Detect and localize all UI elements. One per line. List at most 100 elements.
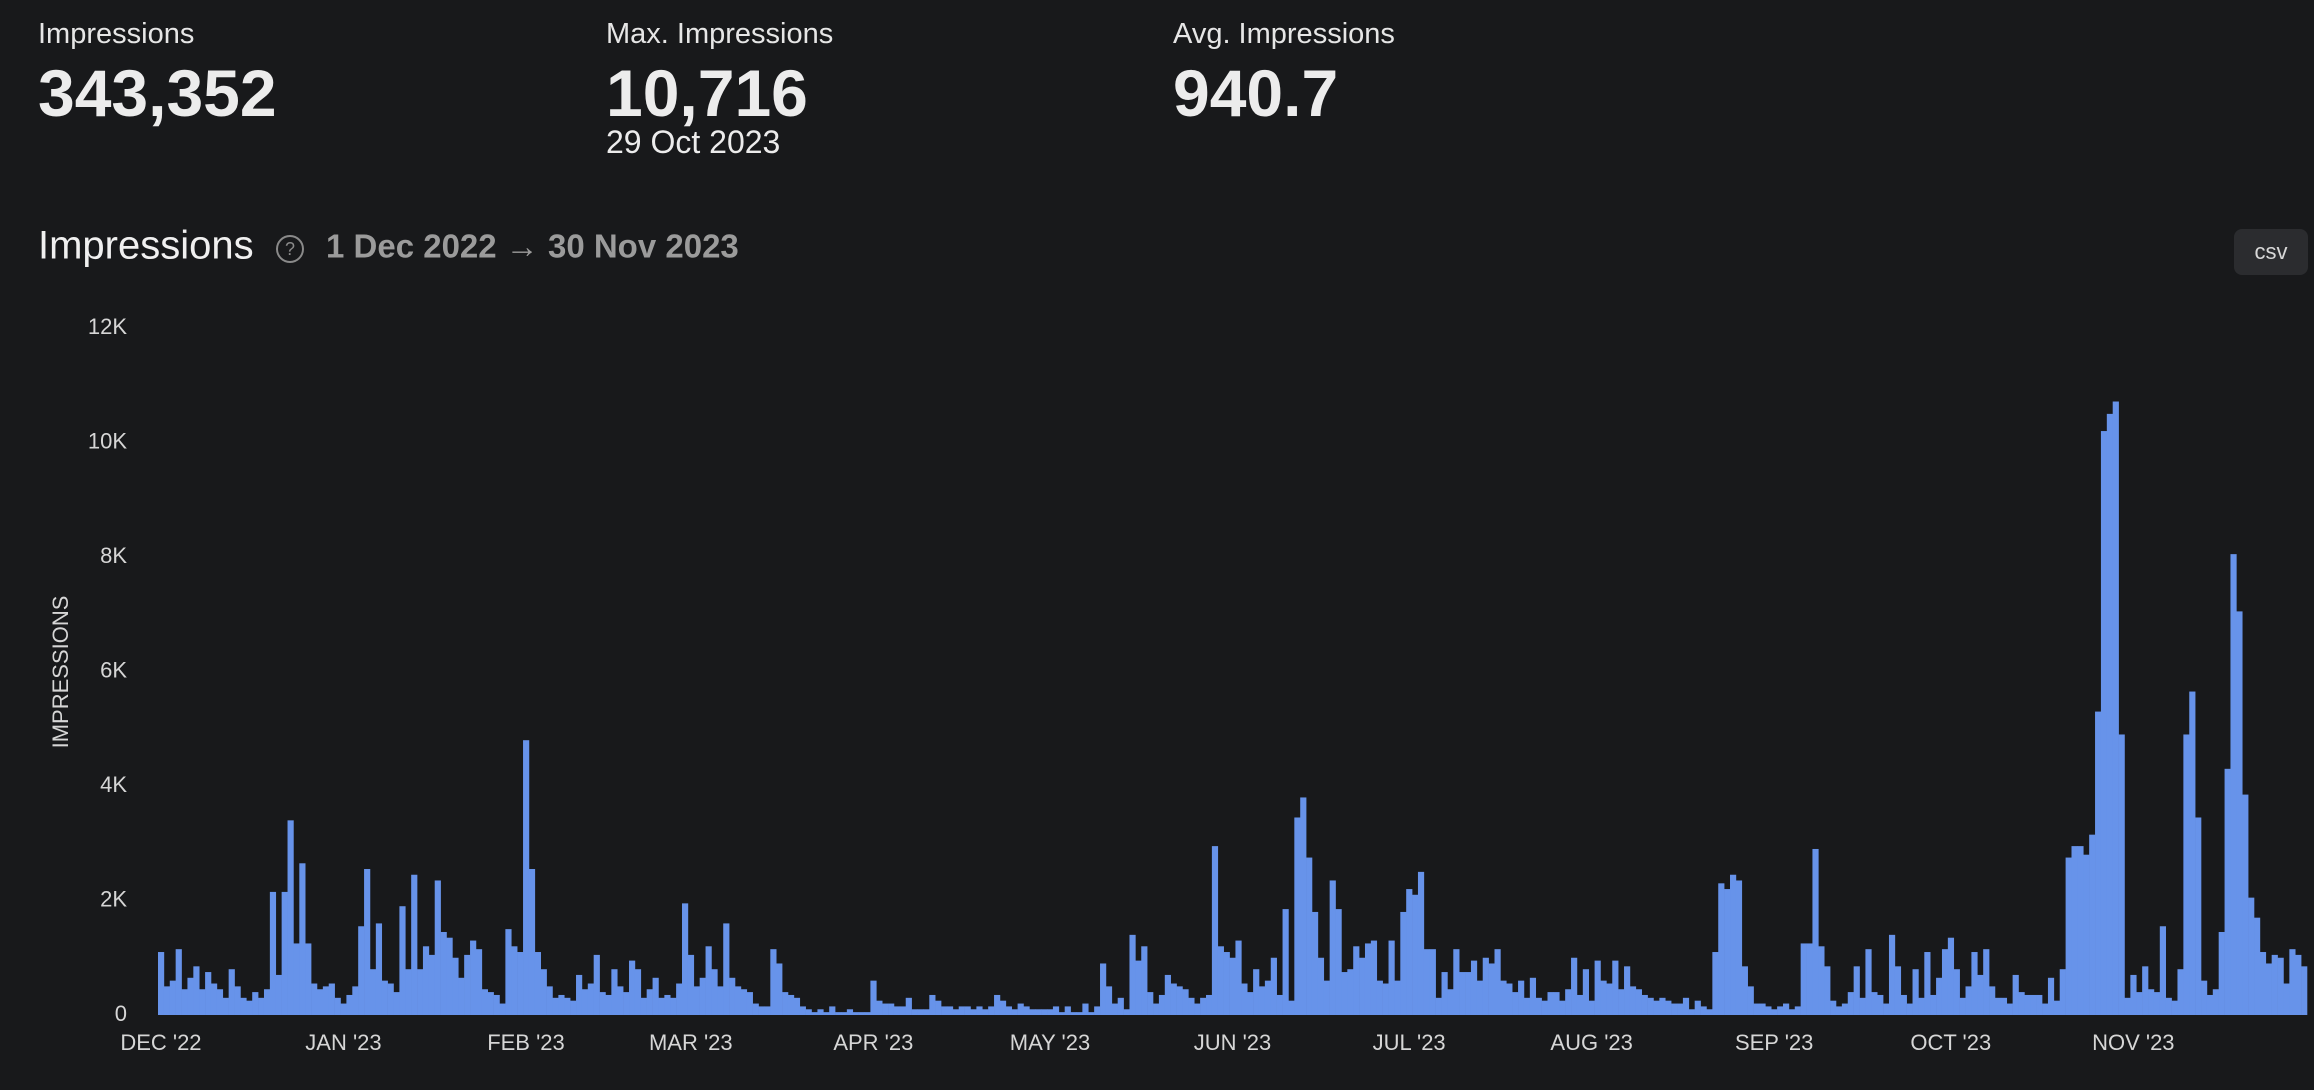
bar bbox=[835, 1012, 842, 1015]
stat: Avg. Impressions 940.7 bbox=[1173, 18, 1395, 133]
bar bbox=[570, 1000, 577, 1015]
bar bbox=[364, 869, 371, 1015]
bar bbox=[1806, 943, 1813, 1015]
bar bbox=[440, 931, 447, 1015]
bar bbox=[746, 992, 753, 1015]
bar bbox=[1470, 960, 1478, 1015]
bar bbox=[1900, 994, 1907, 1015]
bar bbox=[888, 1003, 895, 1015]
bar bbox=[481, 989, 489, 1015]
bar bbox=[517, 952, 524, 1015]
bar bbox=[846, 1009, 854, 1015]
bar bbox=[169, 980, 176, 1015]
chart-title: Impressions bbox=[38, 224, 254, 268]
bar bbox=[676, 983, 683, 1015]
bar bbox=[1924, 952, 1931, 1015]
bar bbox=[1824, 966, 1831, 1015]
bar bbox=[964, 1006, 971, 1015]
y-tick-label: 2K bbox=[100, 886, 127, 911]
help-icon[interactable] bbox=[276, 235, 304, 263]
bar bbox=[1017, 1003, 1024, 1015]
bar bbox=[1376, 980, 1383, 1015]
bar bbox=[1523, 997, 1531, 1015]
bar bbox=[1217, 946, 1224, 1015]
bar bbox=[2030, 994, 2037, 1015]
bar bbox=[1859, 997, 1866, 1015]
y-tick-label: 12K bbox=[88, 314, 127, 339]
bar bbox=[911, 1009, 918, 1015]
bar bbox=[1753, 1003, 1760, 1015]
bar bbox=[1547, 992, 1554, 1015]
bar bbox=[499, 1003, 506, 1015]
bar bbox=[428, 954, 436, 1015]
bar bbox=[693, 986, 700, 1015]
bar bbox=[269, 891, 277, 1015]
bar bbox=[1871, 992, 1878, 1015]
bar bbox=[2112, 401, 2119, 1015]
bar bbox=[2012, 974, 2019, 1015]
x-tick-label: NOV '23 bbox=[2092, 1030, 2174, 1055]
bar bbox=[723, 923, 730, 1015]
bar bbox=[558, 994, 565, 1015]
bar bbox=[1170, 983, 1177, 1015]
bar bbox=[2118, 734, 2125, 1015]
bar bbox=[1694, 1000, 1701, 1015]
bar bbox=[623, 992, 630, 1015]
bar bbox=[1912, 969, 1919, 1015]
bar bbox=[1712, 952, 1719, 1015]
bar bbox=[1500, 980, 1507, 1015]
bar bbox=[1830, 1000, 1837, 1015]
bar bbox=[2177, 969, 2184, 1015]
bar bbox=[352, 986, 359, 1015]
bar bbox=[1347, 969, 1354, 1015]
bar bbox=[1047, 1009, 1054, 1015]
bar bbox=[1818, 946, 1825, 1015]
bar bbox=[287, 820, 294, 1015]
csv-button[interactable]: csv bbox=[2234, 229, 2308, 275]
bar bbox=[2295, 954, 2302, 1015]
bar bbox=[1618, 989, 1625, 1015]
bar bbox=[2130, 974, 2137, 1015]
bar bbox=[2195, 817, 2202, 1015]
bar bbox=[1211, 846, 1219, 1015]
bar bbox=[1088, 1012, 1095, 1015]
bar bbox=[946, 1006, 954, 1015]
bar bbox=[523, 740, 530, 1015]
bar bbox=[1888, 934, 1896, 1015]
bar bbox=[905, 997, 912, 1015]
bar bbox=[599, 992, 606, 1015]
bar bbox=[1035, 1009, 1042, 1015]
bar bbox=[1235, 940, 1242, 1015]
bar bbox=[458, 977, 465, 1015]
bar bbox=[1364, 943, 1372, 1015]
bar bbox=[446, 937, 453, 1015]
bar bbox=[1200, 997, 1207, 1015]
bar bbox=[2148, 989, 2155, 1015]
bar bbox=[1677, 1003, 1684, 1015]
x-tick-label: JUN '23 bbox=[1194, 1030, 1272, 1055]
bar bbox=[1812, 848, 1819, 1015]
bar bbox=[1847, 992, 1854, 1015]
bar bbox=[970, 1009, 977, 1015]
bar bbox=[2159, 926, 2166, 1015]
bar bbox=[1388, 940, 1395, 1015]
bar bbox=[687, 954, 695, 1015]
bar bbox=[1777, 1006, 1784, 1015]
bar bbox=[1117, 997, 1124, 1015]
bar bbox=[434, 880, 441, 1015]
bar bbox=[1700, 1006, 1707, 1015]
bar bbox=[1771, 1009, 1778, 1015]
bar bbox=[1877, 994, 1884, 1015]
bar bbox=[1129, 934, 1136, 1015]
y-tick-label: 4K bbox=[100, 772, 127, 797]
bar bbox=[1600, 980, 1607, 1015]
bar bbox=[1788, 1009, 1796, 1015]
bar bbox=[2089, 834, 2096, 1015]
bar bbox=[1865, 949, 1872, 1015]
bar bbox=[2018, 992, 2025, 1015]
bar bbox=[1282, 909, 1289, 1015]
bar bbox=[2124, 997, 2131, 1015]
bar bbox=[422, 946, 430, 1015]
bar bbox=[640, 997, 647, 1015]
